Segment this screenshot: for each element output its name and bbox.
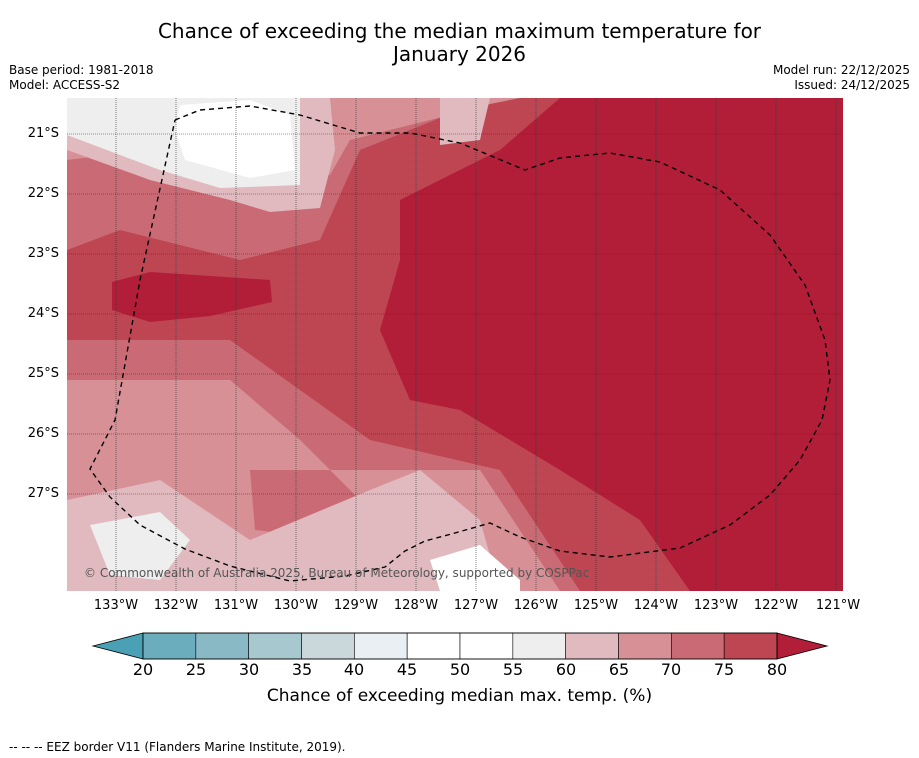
colorbar-tick: 60	[555, 660, 577, 679]
colorbar-tick: 35	[291, 660, 313, 679]
lon-label: 132°W	[153, 598, 199, 613]
lat-label: 24°S	[27, 306, 59, 321]
lon-label: 133°W	[93, 598, 139, 613]
colorbar-tick: 40	[343, 660, 365, 679]
issued-date: Issued: 24/12/2025	[794, 78, 910, 92]
map-copyright: © Commonwealth of Australia 2025, Bureau…	[84, 566, 589, 580]
colorbar-tick: 75	[713, 660, 735, 679]
eez-legend: -- -- -- EEZ border V11 (Flanders Marine…	[9, 740, 346, 754]
lon-label: 124°W	[633, 598, 679, 613]
lat-label: 25°S	[27, 366, 59, 381]
lon-label: 125°W	[573, 598, 619, 613]
lon-label: 128°W	[393, 598, 439, 613]
lon-label: 122°W	[753, 598, 799, 613]
colorbar-tick: 80	[766, 660, 788, 679]
graticule	[67, 98, 843, 591]
lon-label: 121°W	[815, 598, 861, 613]
colorbar-tick: 30	[238, 660, 260, 679]
lon-label: 123°W	[693, 598, 739, 613]
base-period: Base period: 1981-2018	[9, 63, 154, 77]
lat-label: 27°S	[27, 486, 59, 501]
lon-label: 131°W	[213, 598, 259, 613]
region-50-55-south	[430, 545, 520, 591]
model-name: Model: ACCESS-S2	[9, 78, 121, 92]
lon-label: 127°W	[453, 598, 499, 613]
chart-title-line2: January 2026	[392, 42, 527, 66]
lat-label: 22°S	[27, 186, 59, 201]
region-50-55-north	[175, 100, 295, 178]
region-80-core	[380, 98, 843, 591]
region-80-west-blob	[112, 272, 272, 322]
colorbar-label: Chance of exceeding median max. temp. (%…	[266, 686, 653, 706]
colorbar-tick: 55	[502, 660, 524, 679]
region-55-60-south	[90, 512, 190, 580]
model-run: Model run: 22/12/2025	[772, 63, 910, 77]
region-60-65-east-top	[440, 98, 490, 145]
lon-label: 130°W	[273, 598, 319, 613]
colorbar-tick: 65	[608, 660, 630, 679]
colorbar-tick: 50	[449, 660, 471, 679]
colorbar-tick: 25	[185, 660, 207, 679]
map-panel: © Commonwealth of Australia 2025, Bureau…	[67, 98, 843, 591]
colorbar-tick: 45	[396, 660, 418, 679]
eez-border	[89, 105, 831, 582]
colorbar-tick: 20	[132, 660, 154, 679]
lon-label: 129°W	[333, 598, 379, 613]
lon-label: 126°W	[513, 598, 559, 613]
lat-label: 23°S	[27, 246, 59, 261]
chart-title-line1: Chance of exceeding the median maximum t…	[157, 19, 762, 43]
colorbar-tick: 70	[660, 660, 682, 679]
lat-label: 21°S	[27, 126, 59, 141]
lat-label: 26°S	[27, 426, 59, 441]
